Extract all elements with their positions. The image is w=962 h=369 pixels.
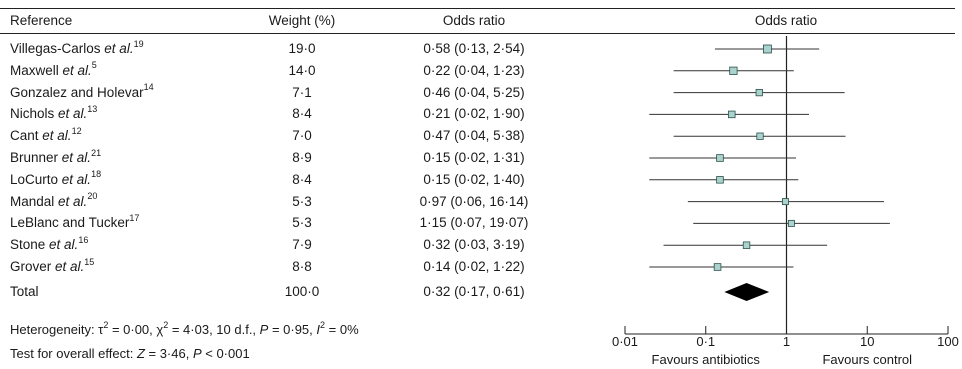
study-weight: 19·0	[288, 41, 316, 56]
citation-number: 5	[91, 60, 97, 71]
study-odds-ratio: 0·21 (0·02, 1·90)	[423, 106, 525, 122]
study-reference: Grover et al.15	[10, 256, 95, 274]
study-odds-ratio: 0·15 (0·02, 1·31)	[423, 150, 525, 165]
study-reference: Brunner et al.21	[10, 147, 102, 165]
favours-left-label: Favours antibiotics	[652, 352, 761, 367]
study-name: LoCurto	[10, 171, 59, 187]
study-name: LeBlanc and Tucker	[10, 215, 130, 231]
study-name: Nichols	[10, 106, 55, 122]
study-reference: Mandal et al.20	[10, 191, 98, 209]
citation-number: 17	[129, 212, 140, 223]
citation-number: 14	[143, 82, 154, 93]
x-tick-label: 10	[860, 334, 874, 349]
study-weight: 7·1	[292, 84, 312, 100]
point-marker	[713, 263, 722, 271]
study-reference: Maxwell et al.5	[10, 60, 97, 78]
point-marker	[781, 198, 789, 206]
header-reference: Reference	[10, 13, 73, 28]
study-weight: 8·9	[292, 150, 312, 165]
header-odds-ratio: Odds ratio	[442, 13, 506, 28]
study-name: Maxwell	[10, 62, 59, 78]
study-weight: 14·0	[288, 62, 316, 78]
citation-number: 19	[133, 38, 144, 49]
point-marker	[762, 44, 772, 54]
point-marker	[755, 88, 763, 97]
study-odds-ratio: 0·46 (0·04, 5·25)	[423, 84, 525, 100]
study-weight: 8·8	[292, 259, 312, 274]
x-tick-label: 0·1	[696, 334, 715, 349]
pooled-diamond	[724, 283, 770, 301]
study-reference: Cant et al.12	[10, 125, 82, 144]
point-marker	[787, 219, 795, 227]
citation-number: 21	[91, 147, 102, 158]
citation-number: 15	[84, 256, 95, 267]
study-name: Gonzalez and Holevar	[10, 84, 144, 100]
favours-right-label: Favours control	[822, 352, 912, 367]
study-weight: 5·3	[292, 215, 312, 231]
study-weight: 7·0	[292, 128, 312, 144]
study-reference: Villegas-Carlos et al.19	[10, 38, 144, 56]
study-reference: LeBlanc and Tucker17	[10, 212, 140, 231]
study-weight: 8·4	[292, 171, 312, 187]
heterogeneity-text: Heterogeneity: τ2 = 0·00, χ2 = 4·03, 10 …	[10, 319, 359, 337]
point-marker	[716, 154, 724, 162]
study-odds-ratio: 0·15 (0·02, 1·40)	[423, 171, 525, 187]
study-name: Brunner	[10, 150, 59, 165]
citation-number: 13	[87, 103, 98, 114]
point-marker	[742, 241, 751, 249]
x-tick-label: 1	[783, 334, 790, 349]
study-odds-ratio: 1·15 (0·07, 19·07)	[419, 215, 529, 231]
study-odds-ratio: 0·22 (0·04, 1·23)	[423, 62, 525, 78]
study-reference: LoCurto et al.18	[10, 169, 102, 187]
x-tick-label: 0·01	[612, 334, 638, 349]
citation-number: 18	[91, 169, 102, 180]
study-odds-ratio: 0·47 (0·04, 5·38)	[423, 128, 525, 144]
total-odds-ratio: 0·32 (0·17, 0·61)	[423, 284, 525, 299]
study-reference: Nichols et al.13	[10, 103, 98, 122]
study-name: Stone	[10, 237, 46, 253]
point-marker	[716, 176, 724, 184]
study-odds-ratio: 0·58 (0·13, 2·54)	[423, 41, 525, 56]
header-plot-odds-ratio: Odds ratio	[754, 13, 818, 28]
header-weight: Weight (%)	[268, 13, 336, 28]
total-weight: 100·0	[284, 284, 320, 299]
point-marker	[728, 110, 736, 119]
x-tick-label: 100	[937, 334, 959, 349]
study-reference: Stone et al.16	[10, 234, 89, 253]
citation-number: 12	[71, 125, 82, 136]
study-weight: 5·3	[292, 193, 312, 209]
study-name: Mandal	[10, 193, 55, 209]
point-marker	[729, 66, 738, 75]
point-marker	[756, 132, 764, 140]
top-rule	[0, 8, 955, 9]
overall-effect-text: Test for overall effect: Z = 3·46, P < 0…	[10, 346, 250, 361]
study-name: Villegas-Carlos	[10, 41, 101, 56]
citation-number: 20	[87, 191, 98, 202]
study-weight: 7·9	[292, 237, 312, 253]
study-name: Grover	[10, 259, 52, 274]
header-rule	[0, 33, 955, 34]
total-label: Total	[10, 284, 39, 299]
study-odds-ratio: 0·97 (0·06, 16·14)	[419, 193, 529, 209]
citation-number: 16	[78, 234, 89, 245]
study-reference: Gonzalez and Holevar14	[10, 82, 154, 101]
study-weight: 8·4	[292, 106, 312, 122]
study-odds-ratio: 0·32 (0·03, 3·19)	[423, 237, 525, 253]
study-name: Cant	[10, 128, 39, 144]
study-odds-ratio: 0·14 (0·02, 1·22)	[423, 259, 525, 274]
